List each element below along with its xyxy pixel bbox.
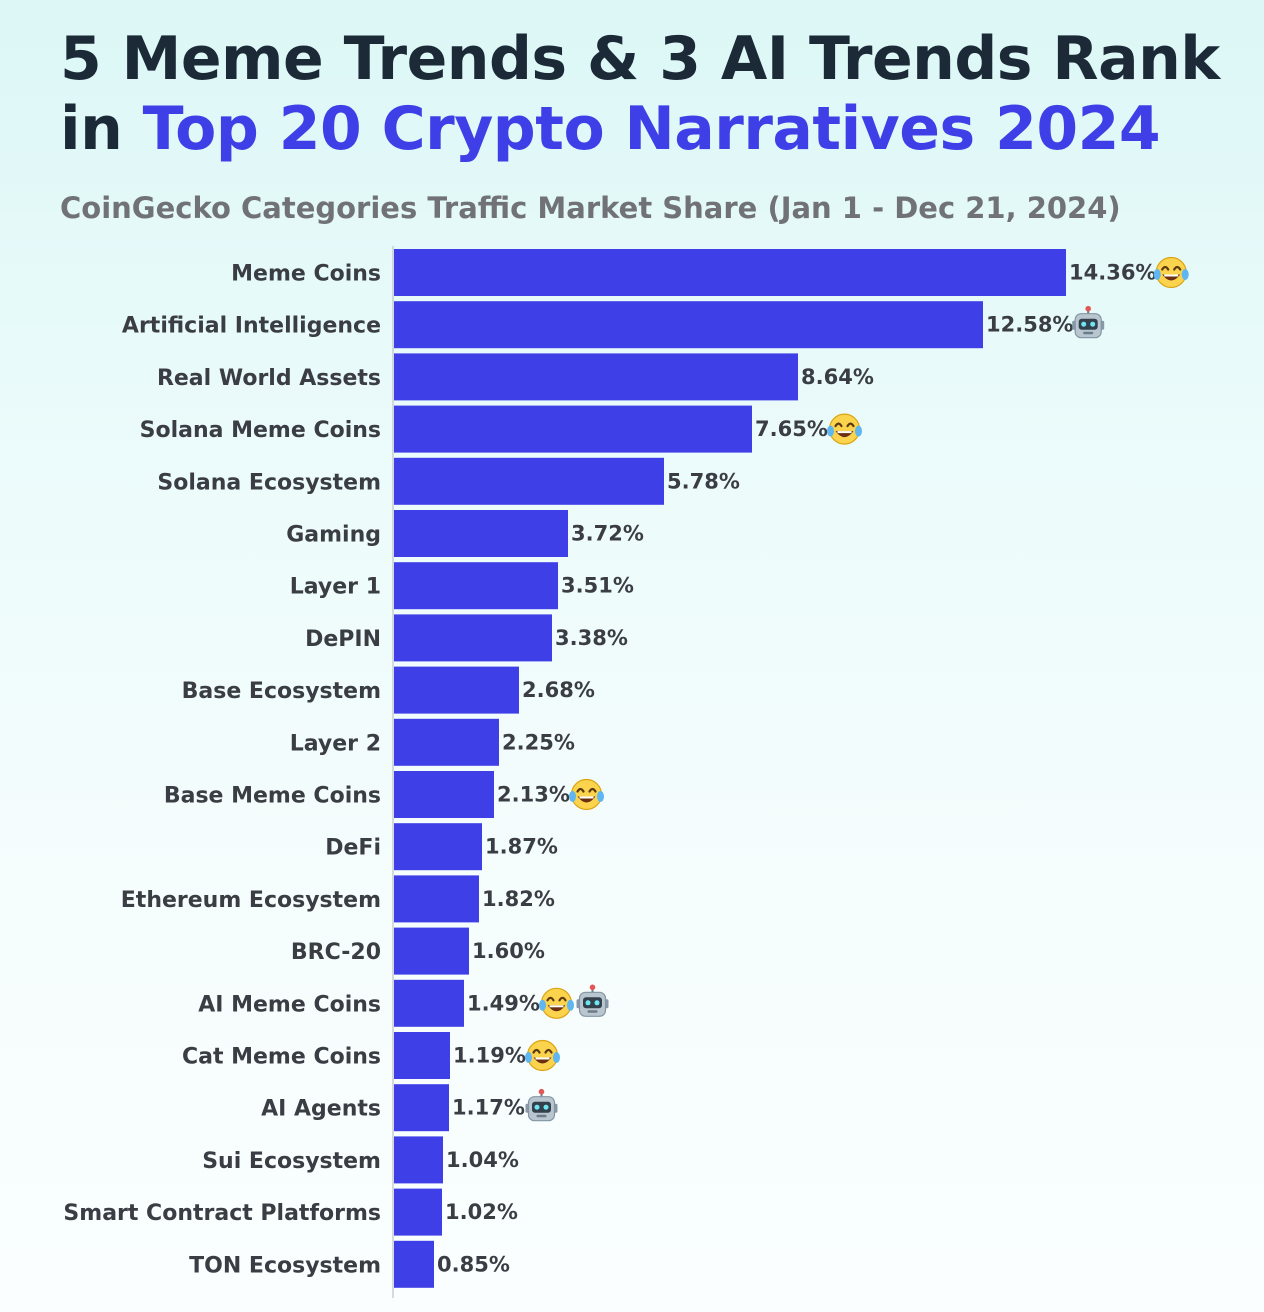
bar xyxy=(394,1188,442,1236)
title-accent: Top 20 Crypto Narratives 2024 xyxy=(142,94,1161,164)
robot-emoji-icon xyxy=(1072,305,1105,339)
bar xyxy=(394,1084,449,1132)
category-label: DeFi xyxy=(325,836,381,861)
bar-row: Meme Coins 14.36% xyxy=(231,249,1189,296)
category-label: Layer 2 xyxy=(290,731,381,756)
bar-row: Layer 1 3.51% xyxy=(290,562,634,610)
value-label: 1.19% xyxy=(453,1044,526,1068)
category-label: AI Meme Coins xyxy=(198,992,381,1017)
value-label: 1.82% xyxy=(482,887,555,911)
category-label: BRC-20 xyxy=(291,940,381,965)
bar xyxy=(394,353,798,401)
bar-row: TON Ecosystem 0.85% xyxy=(189,1240,510,1288)
category-label: TON Ecosystem xyxy=(189,1253,381,1278)
value-label: 1.17% xyxy=(452,1096,525,1120)
bar-row: DePIN 3.38% xyxy=(305,614,628,662)
bar-row: Real World Assets 8.64% xyxy=(157,353,874,401)
value-label: 2.68% xyxy=(522,678,595,702)
category-label: Gaming xyxy=(286,523,381,548)
laughing-emoji-icon xyxy=(569,778,604,811)
value-label: 1.49% xyxy=(467,991,540,1015)
category-label: Base Meme Coins xyxy=(164,784,381,809)
robot-emoji-icon xyxy=(576,984,609,1017)
bar xyxy=(394,1136,443,1184)
value-label: 8.64% xyxy=(801,365,874,389)
bar-row: Smart Contract Platforms 1.02% xyxy=(63,1188,518,1236)
category-label: Cat Meme Coins xyxy=(182,1045,381,1070)
bar xyxy=(394,249,1066,296)
category-label: Meme Coins xyxy=(231,262,381,287)
value-label: 1.02% xyxy=(445,1200,518,1224)
bar-row: AI Agents 1.17% xyxy=(261,1084,558,1132)
value-label: 2.13% xyxy=(497,783,570,807)
bar xyxy=(394,405,752,453)
bar-row: DeFi 1.87% xyxy=(325,823,558,871)
value-label: 3.51% xyxy=(561,574,634,598)
category-label: DePIN xyxy=(305,627,381,652)
bars-layer: Meme Coins 14.36% Artificial Intelligence 1… xyxy=(63,249,1189,1288)
bar xyxy=(394,457,664,505)
value-label: 3.38% xyxy=(555,626,628,650)
category-label: Artificial Intelligence xyxy=(122,314,381,339)
value-label: 12.58% xyxy=(986,313,1073,337)
bar xyxy=(394,614,552,662)
laughing-emoji-icon xyxy=(539,987,574,1019)
value-label: 3.72% xyxy=(571,522,644,546)
bar xyxy=(394,666,519,714)
bar-row: Solana Meme Coins 7.65% xyxy=(140,405,862,453)
category-label: AI Agents xyxy=(261,1097,381,1122)
laughing-emoji-icon xyxy=(1153,256,1189,289)
category-label: Ethereum Ecosystem xyxy=(121,888,381,913)
bar-row: Layer 2 2.25% xyxy=(290,718,575,766)
chart-subtitle: CoinGecko Categories Traffic Market Shar… xyxy=(60,191,1121,225)
bar xyxy=(394,823,482,871)
bar-row: Artificial Intelligence 12.58% xyxy=(122,301,1105,349)
bar xyxy=(394,718,499,766)
title-line-2: in Top 20 Crypto Narratives 2024 xyxy=(60,94,1250,164)
category-label: Base Ecosystem xyxy=(182,679,381,704)
bar-row: Solana Ecosystem 5.78% xyxy=(157,457,740,505)
value-label: 0.85% xyxy=(437,1252,510,1276)
bar-row: Cat Meme Coins 1.19% xyxy=(182,1032,560,1079)
bar-row: AI Meme Coins 1.49% xyxy=(198,979,609,1027)
title-line-2-prefix: in xyxy=(60,94,143,164)
bar xyxy=(394,562,558,610)
value-label: 5.78% xyxy=(667,469,740,493)
category-label: Solana Meme Coins xyxy=(140,418,381,443)
value-label: 2.25% xyxy=(502,730,575,754)
bar xyxy=(394,301,983,349)
chart-title: 5 Meme Trends & 3 AI Trends Rank in Top … xyxy=(60,24,1250,164)
robot-emoji-icon xyxy=(525,1088,558,1122)
bar-row: Gaming 3.72% xyxy=(286,510,644,557)
value-label: 1.87% xyxy=(485,835,558,859)
bar-row: Ethereum Ecosystem 1.82% xyxy=(121,875,555,923)
bar-row: Base Ecosystem 2.68% xyxy=(182,666,595,714)
value-label: 14.36% xyxy=(1069,261,1156,285)
bar xyxy=(394,1032,450,1079)
bar xyxy=(394,927,469,975)
bar xyxy=(394,771,494,818)
laughing-emoji-icon xyxy=(525,1039,560,1072)
value-label: 7.65% xyxy=(755,417,828,441)
category-label: Sui Ecosystem xyxy=(202,1149,381,1174)
title-line-1: 5 Meme Trends & 3 AI Trends Rank xyxy=(60,24,1220,94)
bar-row: Base Meme Coins 2.13% xyxy=(164,771,604,818)
bar xyxy=(394,1240,434,1288)
category-label: Real World Assets xyxy=(157,366,381,391)
category-label: Layer 1 xyxy=(290,575,381,600)
laughing-emoji-icon xyxy=(827,413,862,445)
bar xyxy=(394,510,568,557)
bar-row: Sui Ecosystem 1.04% xyxy=(202,1136,519,1184)
category-label: Solana Ecosystem xyxy=(157,470,381,495)
bar xyxy=(394,979,464,1027)
category-label: Smart Contract Platforms xyxy=(63,1201,381,1226)
value-label: 1.60% xyxy=(472,939,545,963)
bar-row: BRC-20 1.60% xyxy=(291,927,545,975)
bar xyxy=(394,875,479,923)
value-label: 1.04% xyxy=(446,1148,519,1172)
